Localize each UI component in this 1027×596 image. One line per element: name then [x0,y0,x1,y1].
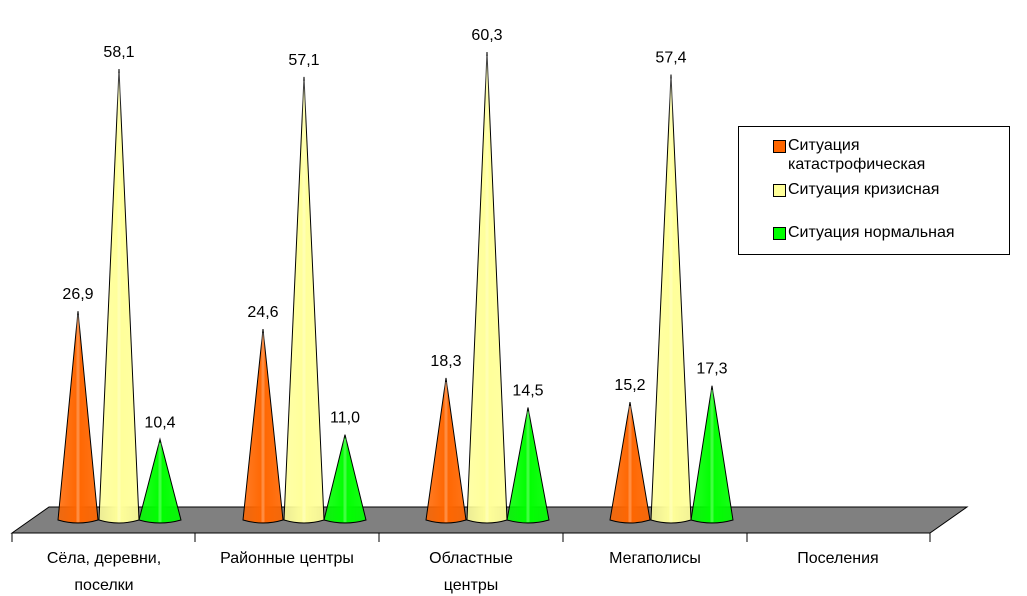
legend-swatch-crisis [773,184,786,197]
data-label: 57,4 [655,50,686,67]
data-label: 10,4 [144,414,175,431]
legend-label: Ситуация кризисная [788,181,940,198]
data-label: 18,3 [430,353,461,370]
x-tick-label: поселки [74,577,133,594]
data-label: 15,2 [614,377,645,394]
legend-item-catastrophic: Ситуация катастрофическая [773,136,1009,174]
x-tick-label: Поселения [797,550,878,567]
legend-item-normal: Ситуация нормальная [773,223,1009,242]
legend: Ситуация катастрофическая Ситуация кризи… [738,126,1010,255]
legend-item-crisis: Ситуация кризисная [773,180,1009,199]
cone-bar [57,311,99,524]
x-tick-label: центры [444,577,498,594]
cone-bar [609,401,651,524]
legend-label: Ситуация [788,137,860,154]
legend-swatch-normal [773,227,786,240]
data-label: 26,9 [62,286,93,303]
legend-swatch-catastrophic [773,140,786,153]
legend-label: Ситуация нормальная [788,224,955,241]
data-label: 58,1 [103,44,134,61]
x-tick-label: Мегаполисы [609,550,701,567]
cone-bar [323,434,367,524]
x-tick-label: Областные [429,550,513,567]
data-label: 60,3 [471,27,502,44]
data-label: 57,1 [288,52,319,69]
data-label: 14,5 [512,382,543,399]
x-tick-label: Районные центры [220,550,354,567]
cone-bar [425,377,467,524]
cone-bar [506,407,550,524]
data-label: 17,3 [696,361,727,378]
x-tick-label: Сёла, деревни, [47,550,161,567]
data-label: 24,6 [247,304,278,321]
legend-label: катастрофическая [788,156,926,173]
data-label: 11,0 [330,410,360,427]
cone-bar [690,385,734,524]
cone-bar [138,437,182,524]
cone-bar [242,329,284,524]
